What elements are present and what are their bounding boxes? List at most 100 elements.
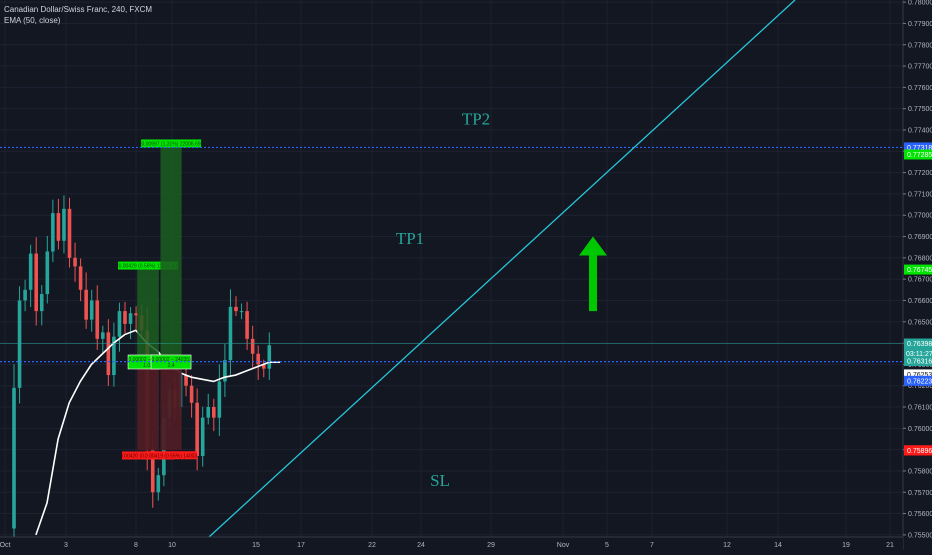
stop-label-box xyxy=(145,451,198,460)
axis-price-tag xyxy=(904,264,932,275)
target-label: 0.00429 (0.56%) 11621.43 xyxy=(119,264,178,270)
x-tick-label: 7 xyxy=(650,542,654,549)
axis-price-tag xyxy=(904,338,932,349)
axis-price-tag xyxy=(904,142,932,153)
candle-up xyxy=(228,306,233,361)
candle-down xyxy=(261,364,266,369)
candle-up xyxy=(223,360,227,382)
candle-down xyxy=(189,385,194,403)
axis-price-tag xyxy=(904,149,932,160)
candle-up xyxy=(217,381,222,418)
candle-up xyxy=(239,311,244,313)
y-tick-label: 0.75500 xyxy=(908,532,932,539)
x-tick-label: 14 xyxy=(774,542,782,549)
profit-zone xyxy=(160,147,182,361)
candle-down xyxy=(212,407,216,418)
y-tick-label: 0.76700 xyxy=(908,277,932,284)
candle-down xyxy=(73,257,77,267)
y-tick-label: 0.75700 xyxy=(908,490,932,497)
axis-price-tag-label: 0.76253 xyxy=(907,372,932,379)
loss-zone xyxy=(160,360,182,451)
candle-up xyxy=(62,208,66,241)
axis-price-tag xyxy=(904,445,932,456)
entry-label: 0.00002 – 24035) xyxy=(151,357,191,363)
axis-price-tag xyxy=(904,355,932,366)
y-tick-label: 0.77500 xyxy=(908,106,932,113)
candle-up xyxy=(156,475,161,493)
candle-up xyxy=(267,345,272,369)
axis-price-tag-label: 0.76745 xyxy=(907,267,932,274)
target-label-box xyxy=(141,139,202,148)
entry-label-box xyxy=(150,354,192,370)
target-label: 0.00997 (1.31%) 22006.69 xyxy=(141,141,200,147)
candle-down xyxy=(245,311,249,339)
x-tick-label: 8 xyxy=(134,542,138,549)
candle-up xyxy=(23,289,27,301)
candle-down xyxy=(67,208,72,258)
x-tick-label: 5 xyxy=(605,542,609,549)
candle-up xyxy=(200,417,205,457)
entry-label: 0.00002 – 23609) xyxy=(128,357,168,363)
axis-price-tag xyxy=(904,369,932,380)
chart-legend: Canadian Dollar/Swiss Franc, 240, FXCM E… xyxy=(4,4,152,26)
up-arrow-icon xyxy=(579,236,607,312)
countdown-tag xyxy=(904,348,932,359)
annotation-tp1: TP1 xyxy=(396,229,424,248)
candle-down xyxy=(106,332,111,376)
symbol-title[interactable]: Canadian Dollar/Swiss Franc, 240, FXCM xyxy=(4,5,153,14)
y-tick-label: 0.77600 xyxy=(908,85,932,92)
y-tick-label: 0.76600 xyxy=(908,298,932,305)
time-axis-background xyxy=(0,537,903,550)
y-tick-label: 0.77200 xyxy=(908,170,932,177)
candle-down xyxy=(95,300,100,339)
y-tick-label: 0.75600 xyxy=(908,511,932,518)
candle-down xyxy=(123,311,127,324)
axis-price-tag-label: 0.76316 xyxy=(907,358,932,365)
y-tick-label: 0.76900 xyxy=(908,234,932,241)
y-tick-label: 0.76100 xyxy=(908,405,932,412)
candle-up xyxy=(51,213,55,252)
candle-up xyxy=(28,253,33,290)
y-tick-label: 0.76500 xyxy=(908,319,932,326)
indicator-label[interactable]: EMA (50, close) xyxy=(4,16,61,25)
target-label-box xyxy=(118,261,179,270)
candle-down xyxy=(256,353,260,365)
candle-up xyxy=(101,332,105,339)
x-tick-label: 21 xyxy=(886,542,894,549)
price-axis-background xyxy=(903,0,932,550)
candle-up xyxy=(117,311,122,337)
annotation-sl: SL xyxy=(430,471,450,490)
ratio-label: 1.02 xyxy=(143,363,153,369)
x-tick-label: Oct xyxy=(0,542,10,549)
position-tools: 0.00429 (0.56%) 11621.430.00420 (0.55%) … xyxy=(118,139,202,460)
candle-up xyxy=(39,294,44,312)
x-tick-label: Nov xyxy=(557,542,570,549)
y-tick-label: 0.77900 xyxy=(908,21,932,28)
candle-down xyxy=(195,402,199,457)
profit-zone xyxy=(137,269,159,361)
x-tick-label: 19 xyxy=(842,542,850,549)
countdown-label: 03:11:27 xyxy=(906,351,932,358)
stop-label: 0.00419 (0.55%) 14003 xyxy=(145,453,197,459)
axis-price-tag-label: 0.76398 xyxy=(907,341,932,348)
candle-down xyxy=(34,253,38,312)
y-tick-label: 0.77000 xyxy=(908,213,932,220)
axis-price-tag-label: 0.77318 xyxy=(907,145,932,152)
loss-zone xyxy=(137,360,159,451)
candle-up xyxy=(112,336,116,376)
x-tick-label: 29 xyxy=(487,542,495,549)
grid-lines xyxy=(0,0,903,537)
y-tick-label: 0.77400 xyxy=(908,127,932,134)
candle-down xyxy=(78,266,83,290)
y-tick-label: 0.75800 xyxy=(908,468,932,475)
candle-down xyxy=(150,449,155,493)
candle-down xyxy=(234,306,238,312)
x-tick-label: 15 xyxy=(252,542,260,549)
ratio-label: 2.4 xyxy=(168,363,175,369)
candle-up xyxy=(45,251,50,295)
candle-down xyxy=(250,338,255,354)
y-tick-label: 0.77800 xyxy=(908,42,932,49)
y-tick-label: 0.78000 xyxy=(908,0,932,7)
